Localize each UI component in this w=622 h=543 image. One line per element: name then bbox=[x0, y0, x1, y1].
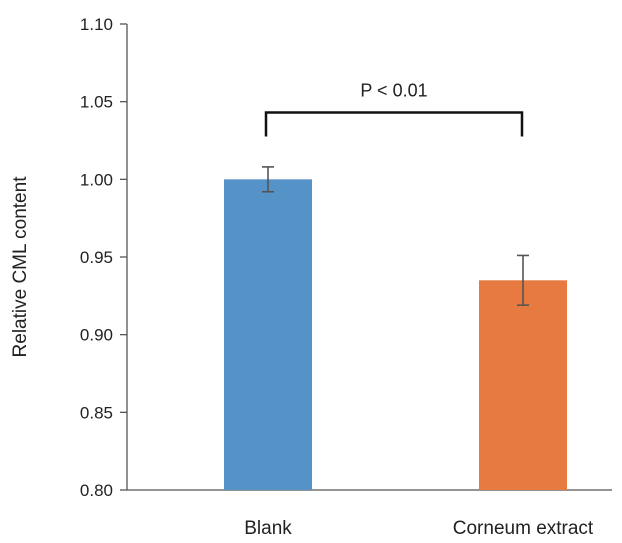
y-tick-label: 0.80 bbox=[80, 481, 113, 500]
significance-bracket bbox=[264, 111, 524, 137]
y-tick-label: 0.85 bbox=[80, 403, 113, 422]
x-axis: Blank Corneum extract bbox=[127, 489, 612, 539]
bar-blank bbox=[224, 179, 312, 491]
bar-corneum-extract bbox=[479, 280, 567, 490]
y-axis: 0.80 0.85 0.90 0.95 1.00 1.05 1.10 bbox=[80, 15, 128, 500]
y-tick-label: 1.00 bbox=[80, 170, 113, 189]
x-category-label: Blank bbox=[244, 518, 292, 538]
y-tick-label: 1.10 bbox=[80, 15, 113, 34]
y-tick-label: 0.90 bbox=[80, 326, 113, 345]
y-tick-label: 0.95 bbox=[80, 248, 113, 267]
x-category-label: Corneum extract bbox=[453, 518, 594, 538]
significance-annotation: P < 0.01 bbox=[264, 81, 524, 137]
significance-label: P < 0.01 bbox=[360, 81, 427, 101]
y-axis-title: Relative CML content bbox=[10, 176, 31, 358]
error-bars bbox=[262, 166, 529, 306]
error-bar bbox=[262, 166, 274, 193]
bars bbox=[224, 179, 567, 491]
y-tick-label: 1.05 bbox=[80, 93, 113, 112]
error-bar bbox=[517, 254, 529, 306]
